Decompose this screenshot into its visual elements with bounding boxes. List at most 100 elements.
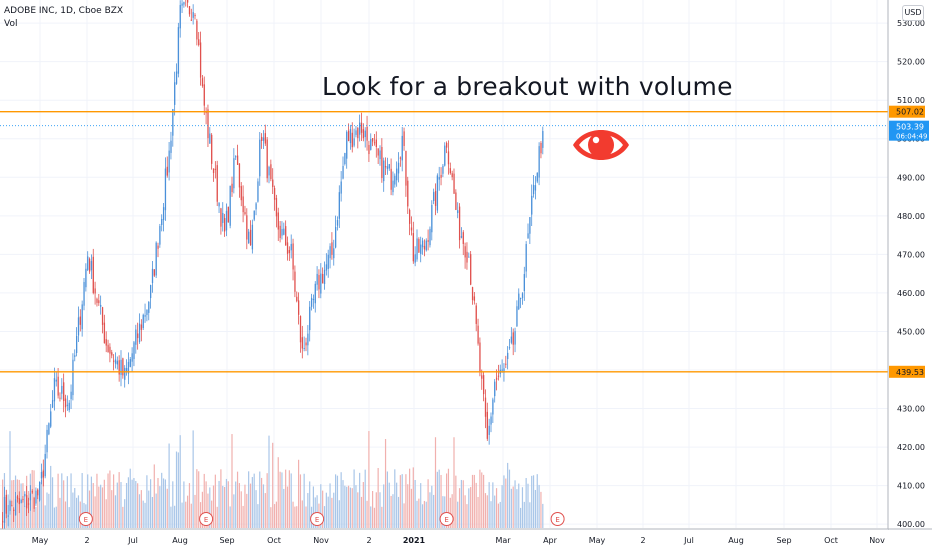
volume-bar [270, 507, 272, 528]
volume-bar [94, 496, 96, 528]
x-tick-label: 2 [640, 536, 645, 545]
candle-body [381, 146, 383, 179]
x-tick-label: 2021 [403, 536, 426, 545]
candle-body [316, 273, 318, 285]
candle-body [92, 256, 94, 293]
volume-bar [216, 506, 218, 528]
volume-bar [372, 490, 374, 528]
x-tick-label: Apr [543, 536, 558, 545]
volume-bar [433, 494, 435, 528]
volume-bar [340, 472, 342, 528]
chart-annotation-text[interactable]: Look for a breakout with volume [322, 72, 733, 101]
volume-bar [288, 470, 290, 528]
candle-body [155, 242, 157, 276]
candle-body [142, 314, 144, 329]
volume-bar [50, 465, 52, 528]
symbol-title[interactable]: ADOBE INC, 1D, Cboe BZX [4, 6, 124, 16]
volume-bar [192, 430, 194, 528]
volume-bar [335, 474, 337, 528]
y-tick-label: 450.00 [897, 327, 925, 336]
candle-body [187, 0, 189, 3]
volume-bar [46, 492, 48, 528]
volume-bar [273, 504, 276, 528]
volume-bar [357, 492, 359, 528]
candle-body [64, 398, 67, 408]
volume-bar [483, 474, 485, 528]
candle-body [360, 122, 363, 133]
volume-bar [137, 483, 139, 528]
candle-body [310, 297, 313, 307]
eye-icon[interactable] [571, 121, 631, 173]
candle-body [355, 130, 357, 135]
volume-bar [35, 506, 37, 528]
volume-bar [383, 484, 385, 528]
candle-body [335, 226, 337, 248]
candle-body [495, 377, 498, 380]
candle-body [464, 246, 466, 258]
volume-bar [155, 493, 157, 528]
volume-bar [166, 488, 168, 528]
volume-label[interactable]: Vol [4, 19, 18, 29]
candle-body [39, 481, 41, 501]
candle-body [105, 339, 107, 346]
x-tick-label: 2 [366, 536, 371, 545]
candle-body [373, 142, 376, 144]
candle-body [421, 240, 424, 248]
candle-body [277, 212, 279, 230]
volume-bar [40, 479, 43, 528]
volume-bar [90, 476, 92, 528]
candle-body [196, 20, 198, 40]
volume-bar [168, 443, 170, 528]
candle-body [275, 198, 278, 217]
candle-body [175, 71, 178, 84]
volume-bar [175, 451, 178, 528]
volume-bar [96, 473, 98, 528]
candle-body [103, 322, 106, 344]
candle-body [211, 134, 213, 164]
volume-bar [481, 472, 483, 528]
volume-bar [227, 481, 229, 528]
volume-bar [336, 475, 339, 528]
volume-bar [470, 487, 472, 528]
candle-body [525, 244, 527, 272]
volume-bar [497, 503, 499, 528]
candle-body [468, 256, 470, 258]
volume-bar [124, 499, 126, 528]
volume-bar [351, 488, 353, 528]
time-axis[interactable]: May 2 Jul Aug Sep Oct Nov 2 2021 Mar Apr May 2 Jul Aug… [0, 528, 932, 550]
candle-body [292, 243, 294, 270]
candle-body [540, 142, 542, 154]
candle-body [74, 355, 76, 357]
currency-button[interactable]: USD [902, 5, 924, 21]
price-axis[interactable]: 400.00410.00420.00430.00440.00450.00460.… [887, 0, 932, 550]
candle-body [70, 391, 72, 400]
volume-bar [438, 469, 440, 528]
volume-bar [218, 480, 220, 528]
candle-body [2, 521, 4, 523]
candle-body [18, 498, 20, 505]
candle-body [125, 367, 128, 373]
candle-body [396, 168, 398, 181]
volume-bar [466, 504, 468, 528]
volume-bar [410, 488, 413, 528]
candle-body [14, 499, 17, 516]
earnings-marker-circle [199, 512, 214, 526]
volume-bar [294, 506, 296, 528]
volume-bar [81, 473, 83, 528]
candle-body [353, 138, 355, 146]
candle-body [222, 213, 224, 223]
volume-bar [103, 479, 105, 528]
candle-body [57, 376, 59, 396]
volume-bar [446, 473, 448, 528]
volume-bar [449, 497, 451, 528]
candle-body [447, 151, 450, 165]
horizontal-levels[interactable] [0, 110, 888, 373]
volume-bar [333, 492, 335, 528]
candle-body [140, 324, 143, 330]
volume-bar [342, 480, 344, 528]
candle-body [318, 275, 320, 290]
y-tick-label: 460.00 [897, 289, 925, 298]
volume-bar [508, 469, 511, 528]
